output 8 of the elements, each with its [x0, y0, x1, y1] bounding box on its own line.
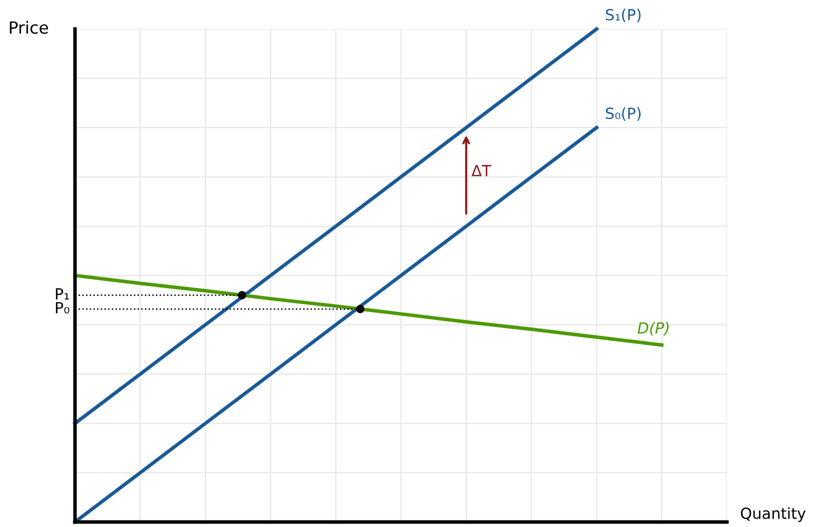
series-label: S₁(P) — [606, 8, 641, 22]
ref-line-label: P₁ — [56, 288, 69, 300]
series-label: S₀(P) — [606, 107, 641, 121]
annotation: ΔT — [472, 165, 492, 176]
y-axis-title: Price — [10, 20, 48, 34]
x-axis-title: Quantity — [740, 507, 806, 522]
series-label: D(P) — [638, 322, 669, 336]
ref-line-label: P₀ — [56, 302, 70, 314]
